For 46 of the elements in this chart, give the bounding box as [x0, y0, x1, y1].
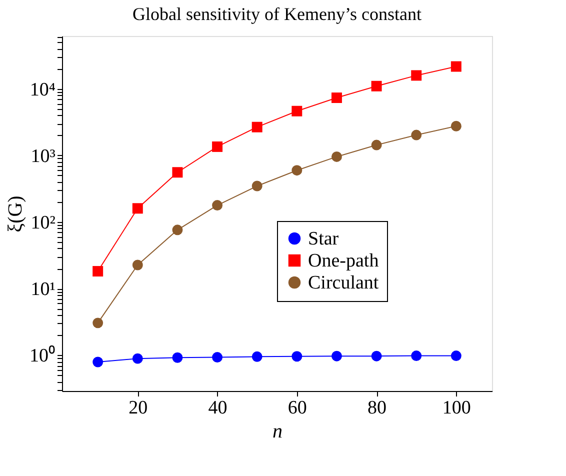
legend-label: Star: [308, 228, 340, 250]
point: [292, 351, 302, 362]
x-tick-label: 80: [368, 398, 387, 418]
point: [371, 350, 382, 362]
point: [132, 203, 143, 214]
y-tick-label: 10¹: [30, 279, 56, 300]
point: [132, 353, 143, 364]
y-tick-label: 10⁴: [30, 79, 56, 100]
y-tick-label: 10³: [30, 146, 56, 167]
point: [172, 224, 183, 236]
point: [92, 318, 104, 328]
point: [212, 352, 223, 363]
x-tick-label: 60: [288, 398, 307, 418]
point: [292, 165, 302, 176]
chart-title: Global sensitivity of Kemeny’s constant: [132, 4, 422, 24]
legend-label: Circulant: [308, 272, 380, 294]
point: [450, 61, 462, 72]
point: [450, 120, 462, 132]
point: [331, 92, 342, 104]
point: [411, 70, 422, 81]
x-tick-label: 100: [442, 398, 471, 418]
point: [371, 80, 382, 92]
point: [132, 260, 143, 270]
point: [212, 141, 223, 152]
y-tick-label: 10²: [30, 212, 56, 234]
point: [292, 106, 302, 116]
y-axis-title: ξ(G): [4, 196, 26, 232]
point: [212, 200, 223, 211]
point: [252, 180, 262, 192]
point: [92, 266, 104, 277]
point: [172, 352, 183, 363]
point: [331, 151, 342, 162]
legend-label: One-path: [308, 250, 380, 272]
point: [252, 351, 262, 362]
point: [411, 130, 422, 140]
point: [172, 167, 183, 178]
point: [411, 350, 422, 362]
x-tick-label: 40: [208, 398, 228, 418]
x-axis-title: n: [272, 420, 282, 442]
point: [371, 140, 382, 150]
point: [252, 122, 262, 132]
y-tick-label: 10⁰: [30, 344, 56, 367]
point: [450, 350, 462, 362]
x-tick-label: 20: [128, 398, 148, 418]
point: [92, 356, 104, 368]
point: [331, 350, 342, 362]
